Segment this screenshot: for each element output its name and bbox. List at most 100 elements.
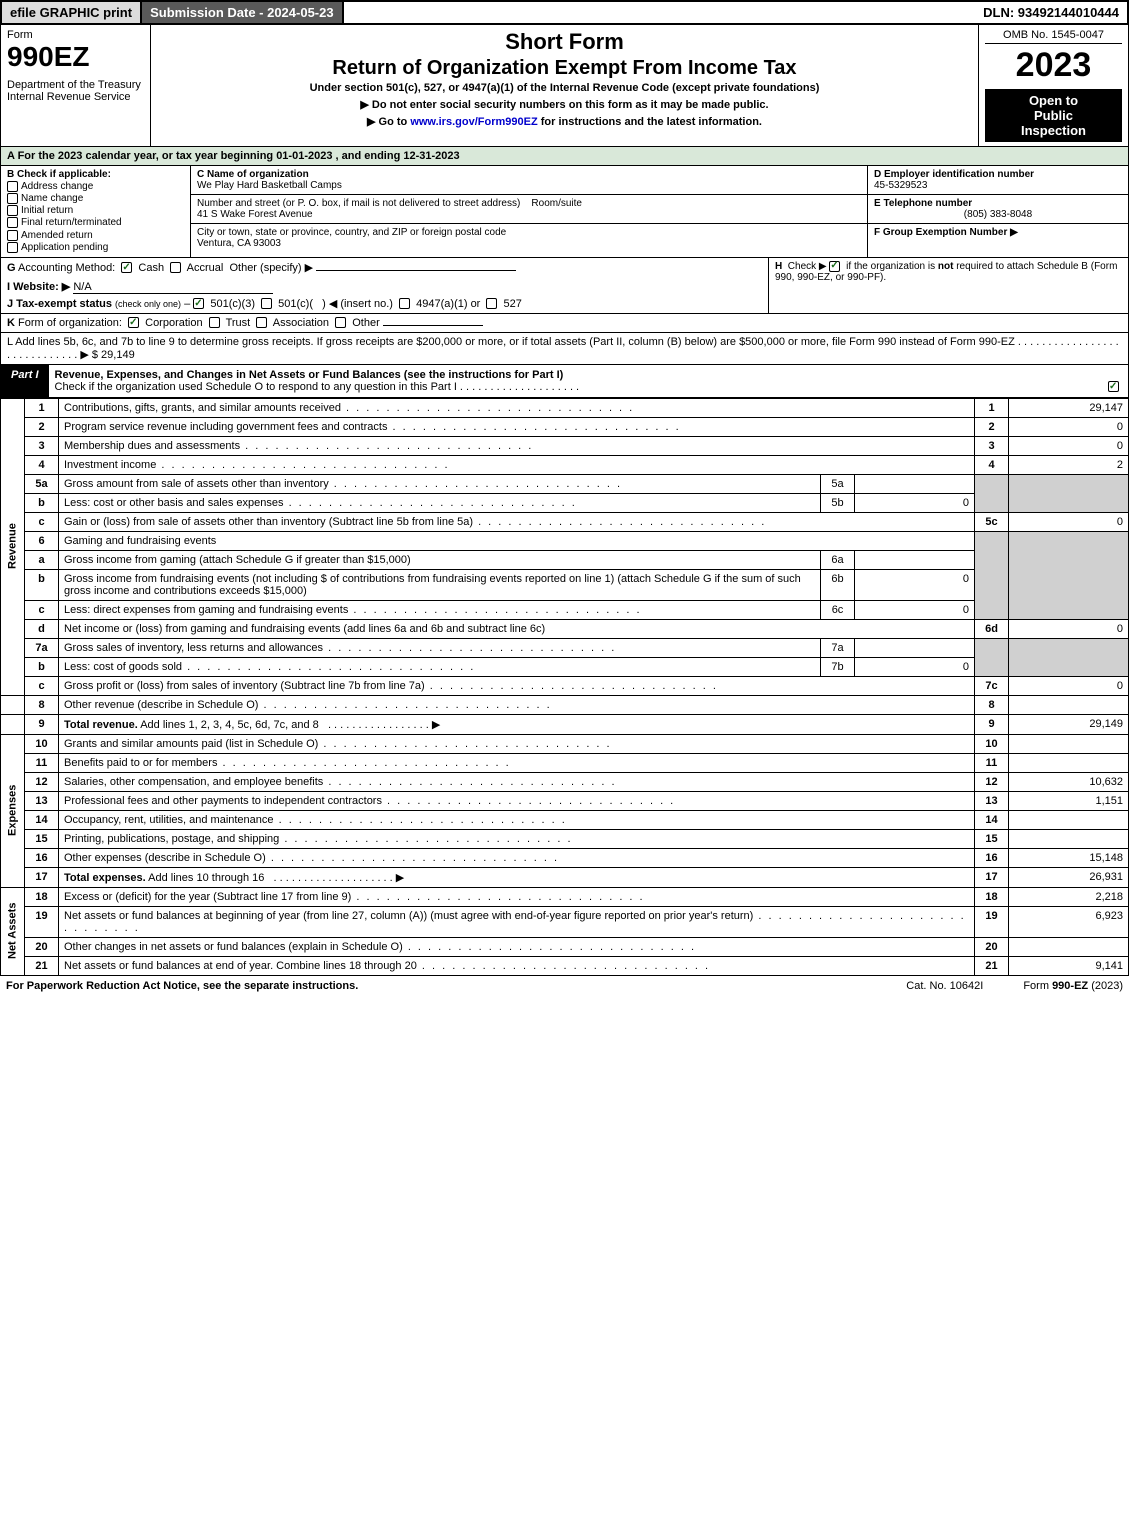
line-6a-desc: Gross income from gaming (attach Schedul… xyxy=(59,550,821,569)
chk-accrual[interactable] xyxy=(170,262,181,273)
chk-name-change[interactable]: Name change xyxy=(7,193,184,204)
form-title-block: Short Form Return of Organization Exempt… xyxy=(151,25,978,146)
chk-other-org[interactable] xyxy=(335,317,346,328)
section-k-form-org: K Form of organization: Corporation Trus… xyxy=(0,314,1129,333)
line-14-num: 14 xyxy=(25,810,59,829)
irs-link[interactable]: www.irs.gov/Form990EZ xyxy=(410,116,537,128)
department-label: Department of the Treasury Internal Reve… xyxy=(7,79,144,103)
street-address: 41 S Wake Forest Avenue xyxy=(197,209,313,220)
section-b-title: B Check if applicable: xyxy=(7,169,184,180)
line-15-rnum: 15 xyxy=(975,829,1009,848)
line-7b-subnum: 7b xyxy=(821,657,855,676)
line-14-amt xyxy=(1009,810,1129,829)
line-20-num: 20 xyxy=(25,937,59,956)
chk-527[interactable] xyxy=(486,298,497,309)
line-20-amt xyxy=(1009,937,1129,956)
chk-cash[interactable] xyxy=(121,262,132,273)
part-i-lines-table: Revenue 1 Contributions, gifts, grants, … xyxy=(0,398,1129,976)
form-header: Form 990EZ Department of the Treasury In… xyxy=(0,25,1129,147)
line-10-rnum: 10 xyxy=(975,734,1009,753)
line-6d-rnum: 6d xyxy=(975,619,1009,638)
line-5b-subnum: 5b xyxy=(821,493,855,512)
line-5b-num: b xyxy=(25,493,59,512)
line-15-num: 15 xyxy=(25,829,59,848)
line-3-rnum: 3 xyxy=(975,436,1009,455)
line-6d-desc: Net income or (loss) from gaming and fun… xyxy=(59,619,975,638)
chk-corporation[interactable] xyxy=(128,317,139,328)
line-8-rnum: 8 xyxy=(975,695,1009,714)
goto-link[interactable]: ▶ Go to www.irs.gov/Form990EZ for instru… xyxy=(157,115,972,128)
chk-final-return[interactable]: Final return/terminated xyxy=(7,217,184,228)
chk-application-pending[interactable]: Application pending xyxy=(7,242,184,253)
line-13-num: 13 xyxy=(25,791,59,810)
line-19-num: 19 xyxy=(25,906,59,937)
line-17-rnum: 17 xyxy=(975,867,1009,887)
line-14-rnum: 14 xyxy=(975,810,1009,829)
chk-4947[interactable] xyxy=(399,298,410,309)
catalog-number: Cat. No. 10642I xyxy=(906,980,983,992)
line-19-desc: Net assets or fund balances at beginning… xyxy=(59,906,975,937)
line-9-amt: 29,149 xyxy=(1009,714,1129,734)
line-19-amt: 6,923 xyxy=(1009,906,1129,937)
line-4-desc: Investment income xyxy=(59,455,975,474)
chk-association[interactable] xyxy=(256,317,267,328)
gross-receipts-amount: 29,149 xyxy=(101,349,135,361)
line-5a-desc: Gross amount from sale of assets other t… xyxy=(59,474,821,493)
form-ref: Form 990-EZ (2023) xyxy=(1023,980,1123,992)
line-16-rnum: 16 xyxy=(975,848,1009,867)
chk-schedule-o[interactable] xyxy=(1108,381,1119,392)
section-c-city: City or town, state or province, country… xyxy=(191,224,867,252)
line-7a-desc: Gross sales of inventory, less returns a… xyxy=(59,638,821,657)
line-6-desc: Gaming and fundraising events xyxy=(59,531,975,550)
chk-not-required-schedule-b[interactable] xyxy=(829,261,840,272)
line-10-amt xyxy=(1009,734,1129,753)
line-8-amt xyxy=(1009,695,1129,714)
chk-501c3[interactable] xyxy=(193,298,204,309)
city-label: City or town, state or province, country… xyxy=(197,227,506,238)
line-6b-desc: Gross income from fundraising events (no… xyxy=(59,569,821,600)
omb-number: OMB No. 1545-0047 xyxy=(985,29,1122,44)
chk-address-change[interactable]: Address change xyxy=(7,181,184,192)
chk-501c[interactable] xyxy=(261,298,272,309)
line-21-amt: 9,141 xyxy=(1009,956,1129,975)
phone-value: (805) 383-8048 xyxy=(874,209,1122,220)
line-16-num: 16 xyxy=(25,848,59,867)
other-org-input[interactable] xyxy=(383,325,483,326)
line-9-desc: Total revenue. Add lines 1, 2, 3, 4, 5c,… xyxy=(59,714,975,734)
website-value: N/A xyxy=(73,281,273,294)
section-h-schedule-b: H Check ▶ if the organization is not req… xyxy=(768,258,1128,313)
line-12-num: 12 xyxy=(25,772,59,791)
chk-trust[interactable] xyxy=(209,317,220,328)
submission-date: Submission Date - 2024-05-23 xyxy=(140,2,344,23)
no-ssn-warning: ▶ Do not enter social security numbers o… xyxy=(157,98,972,111)
tax-year: 2023 xyxy=(985,46,1122,85)
line-7b-subamt: 0 xyxy=(855,657,975,676)
section-g-accounting: G Accounting Method: Cash Accrual Other … xyxy=(1,258,768,313)
line-7c-amt: 0 xyxy=(1009,676,1129,695)
line-3-desc: Membership dues and assessments xyxy=(59,436,975,455)
line-7b-desc: Less: cost of goods sold xyxy=(59,657,821,676)
line-4-rnum: 4 xyxy=(975,455,1009,474)
open-line1: Open to xyxy=(987,93,1120,108)
line-18-rnum: 18 xyxy=(975,887,1009,906)
efile-print-button[interactable]: efile GRAPHIC print xyxy=(2,2,140,23)
chk-amended-return[interactable]: Amended return xyxy=(7,230,184,241)
line-2-amt: 0 xyxy=(1009,417,1129,436)
section-j-tax-exempt: J Tax-exempt status (check only one) – 5… xyxy=(7,297,762,310)
line-5b-subamt: 0 xyxy=(855,493,975,512)
line-8-desc: Other revenue (describe in Schedule O) xyxy=(59,695,975,714)
line-5ab-amtshade xyxy=(1009,474,1129,512)
line-5c-num: c xyxy=(25,512,59,531)
line-15-desc: Printing, publications, postage, and shi… xyxy=(59,829,975,848)
part-i-label: Part I xyxy=(1,365,49,397)
revenue-spacer xyxy=(1,695,25,714)
line-6c-subamt: 0 xyxy=(855,600,975,619)
dln-number: DLN: 93492144010444 xyxy=(975,2,1127,23)
line-6-amtshade xyxy=(1009,531,1129,619)
open-line3: Inspection xyxy=(987,123,1120,138)
other-method-input[interactable] xyxy=(316,270,516,271)
chk-initial-return[interactable]: Initial return xyxy=(7,205,184,216)
line-7c-rnum: 7c xyxy=(975,676,1009,695)
section-d-ein: D Employer identification number 45-5329… xyxy=(868,166,1128,195)
line-6a-subamt xyxy=(855,550,975,569)
